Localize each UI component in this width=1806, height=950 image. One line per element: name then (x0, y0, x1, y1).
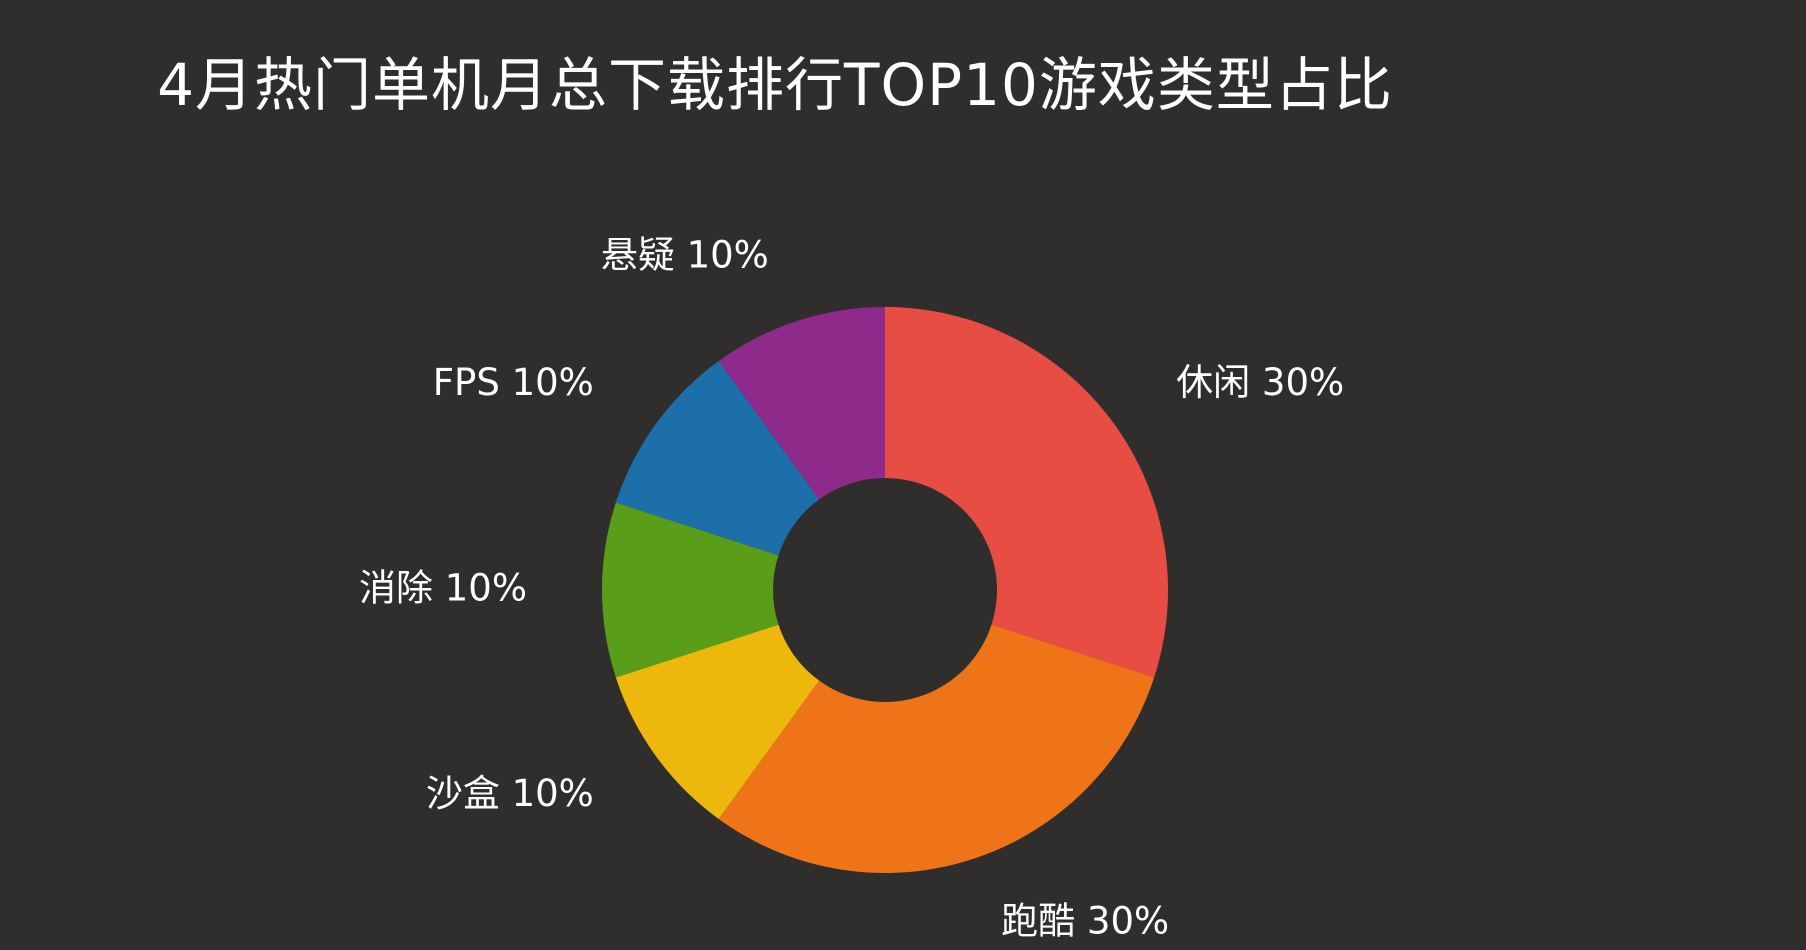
slice-label-休闲: 休闲 30% (1176, 361, 1344, 404)
slice-悬疑 (718, 307, 885, 500)
slice-label-跑酷: 跑酷 30% (1001, 899, 1169, 942)
slice-label-FPS: FPS 10% (433, 361, 594, 404)
chart-title: 4月热门单机月总下载排行TOP10游戏类型占比 (157, 51, 1393, 119)
slices-group (601, 307, 1169, 873)
labels-group: 休闲 30% 跑酷 30% 沙盒 10% 消除 10% FPS 10% 悬疑 10% (359, 234, 1344, 943)
slice-FPS (615, 361, 820, 556)
slice-休闲 (885, 307, 1169, 678)
slice-label-沙盒: 沙盒 10% (426, 772, 594, 815)
slice-消除 (601, 502, 779, 678)
slice-label-悬疑: 悬疑 10% (601, 234, 769, 277)
slice-跑酷 (718, 624, 1155, 873)
slice-沙盒 (615, 624, 820, 819)
slice-label-消除: 消除 10% (359, 567, 527, 610)
